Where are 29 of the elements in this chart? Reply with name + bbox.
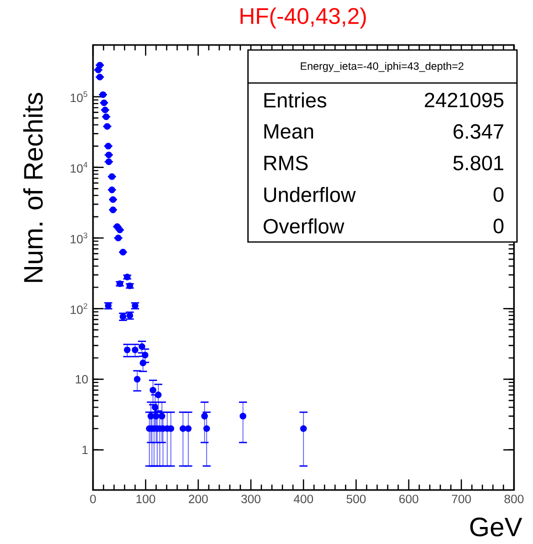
y-axis-title: Num. of Rechits: [23, 92, 43, 282]
y-tick-label: 10$^{3}$: [70, 232, 88, 244]
annotation: Energy_ieta=-40_iphi=43_depth=2: [300, 62, 464, 72]
x-tick-label: 800: [504, 494, 524, 504]
annotation: Underflow: [264, 186, 356, 202]
annotation: 2421095: [424, 92, 504, 108]
x-tick-label: 400: [294, 494, 314, 504]
x-axis-title: GeV: [470, 518, 522, 536]
x-tick-label: 500: [346, 494, 366, 504]
x-tick-label: 600: [399, 494, 418, 504]
y-tick-label: 10: [76, 374, 88, 384]
x-tick-label: 700: [452, 494, 471, 504]
annotation: 6.347: [454, 124, 504, 139]
chart-title: HF(-40,43,2): [240, 7, 366, 29]
x-tick-label: 100: [136, 494, 156, 504]
annotation: Overflow: [264, 218, 344, 234]
y-tick-label: 10$^{5}$: [70, 91, 88, 102]
x-tick-label: 0: [90, 494, 96, 504]
y-tick-label: 10$^{4}$: [70, 162, 88, 173]
x-tick-label: 200: [188, 494, 208, 504]
annotation: Mean: [264, 124, 314, 139]
y-tick-label: 10$^{2}$: [70, 303, 88, 314]
annotation: 5.801: [453, 156, 504, 170]
y-tick-label: 1: [82, 446, 88, 454]
annotation: RMS: [264, 156, 308, 170]
annotation: Entries: [264, 92, 326, 108]
x-tick-label: 300: [241, 494, 260, 504]
annotation: 0: [494, 218, 504, 234]
annotation: 0: [494, 187, 504, 202]
